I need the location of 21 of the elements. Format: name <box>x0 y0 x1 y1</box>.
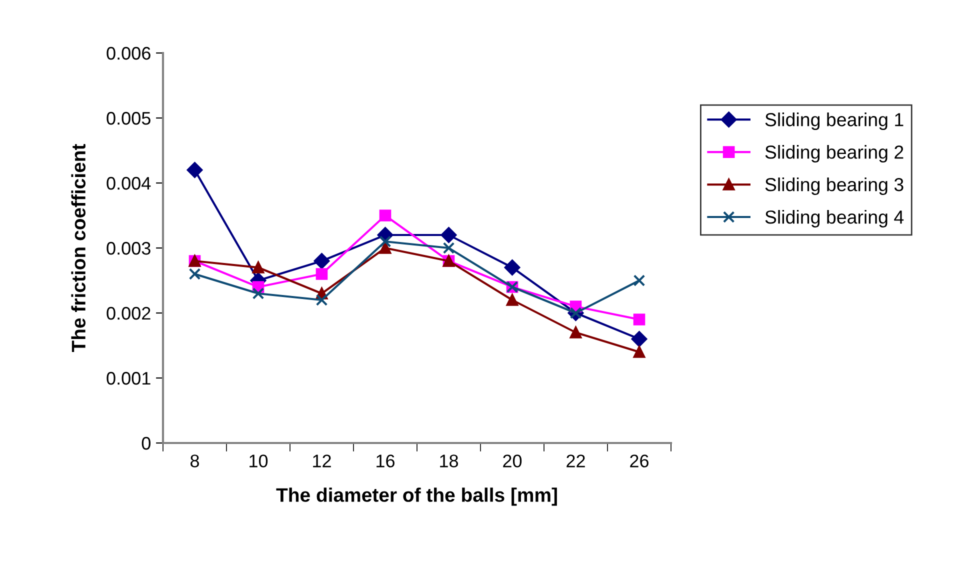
legend-label: Sliding bearing 2 <box>765 145 904 162</box>
y-tick-label: 0.005 <box>106 112 150 125</box>
x-tick-label: 8 <box>190 454 199 468</box>
x-tick-label: 18 <box>440 454 458 468</box>
y-tick-label: 0.001 <box>106 372 150 385</box>
x-tick-label: 16 <box>376 454 394 468</box>
x-tick-label: 12 <box>313 454 331 468</box>
y-tick-label: 0 <box>142 436 150 450</box>
x-tick-label: 20 <box>503 454 522 468</box>
legend-label: Sliding bearing 4 <box>765 210 904 228</box>
x-axis-title: The diameter of the balls [mm] <box>276 488 557 506</box>
x-tick-label: 10 <box>250 454 268 468</box>
x-tick-label: 22 <box>566 454 585 468</box>
y-tick-label: 0.003 <box>106 242 150 255</box>
legend-label: Sliding bearing 3 <box>765 178 904 195</box>
y-tick-label: 0.006 <box>106 46 150 60</box>
y-tick-label: 0.002 <box>106 306 150 320</box>
y-axis-title: The friction coefficient <box>71 144 86 352</box>
y-tick-label: 0.004 <box>106 176 151 190</box>
legend-label: Sliding bearing 1 <box>765 112 904 130</box>
x-tick-label: 26 <box>630 454 648 468</box>
